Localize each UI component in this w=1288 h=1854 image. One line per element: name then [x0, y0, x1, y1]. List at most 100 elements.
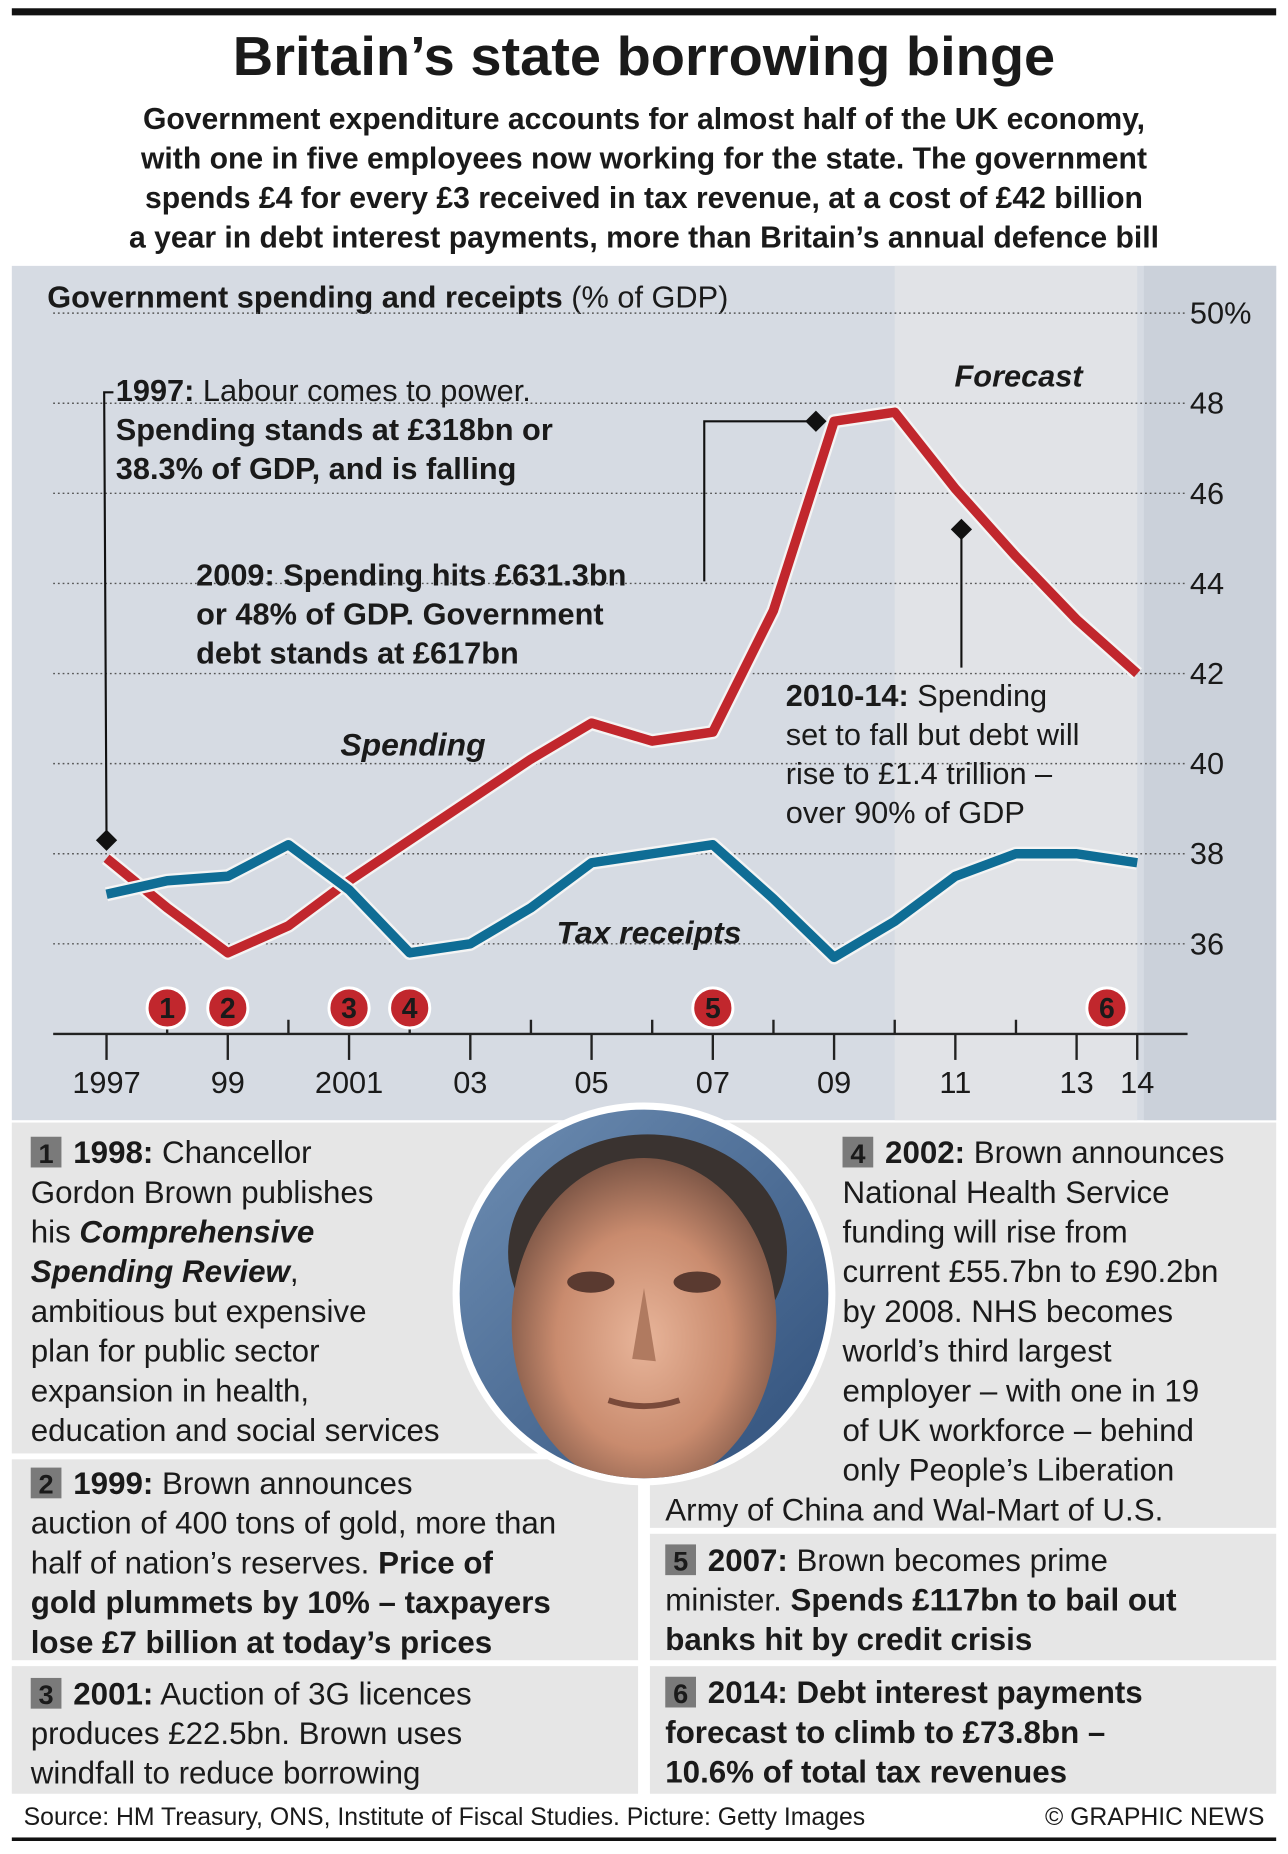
y-tick-label: 36 [1190, 926, 1224, 961]
note-number: 1 [39, 1138, 54, 1169]
event-marker [206, 986, 250, 1030]
note-line: lose £7 billion at today’s prices [31, 1624, 493, 1659]
text-run: Spending stands at £318bn or [116, 411, 553, 446]
subtitle-line: spends £4 for every £3 received in tax r… [145, 182, 1143, 215]
note-line: world’s third largest [842, 1333, 1112, 1368]
chart: Forecast Government spending and receipts… [47, 265, 1251, 1121]
text-run: 2014: Debt interest payments [708, 1675, 1143, 1710]
note-line: Army of China and Wal-Mart of U.S. [665, 1492, 1163, 1527]
y-tick-label: 48 [1190, 386, 1224, 421]
series-label: Spending [340, 726, 485, 762]
top-rule [11, 8, 1277, 16]
note-line: his Comprehensive [31, 1214, 315, 1249]
text-run: lose £7 billion at today’s prices [31, 1624, 493, 1659]
text-run: his [31, 1214, 80, 1249]
text-run: gold plummets by 10% – taxpayers [31, 1585, 551, 1620]
note-number-box [30, 1467, 62, 1499]
text-run: Army of China and Wal-Mart of U.S. [665, 1492, 1163, 1527]
event-label: 6 [1099, 993, 1115, 1025]
forecast-label: Forecast [955, 358, 1085, 393]
annotation-line: debt stands at £617bn [196, 635, 519, 670]
text-run: Chancellor [153, 1135, 311, 1170]
text-run: Brown announces [965, 1135, 1224, 1170]
event-label: 5 [705, 993, 721, 1025]
text-run: by 2008. NHS becomes [843, 1293, 1174, 1328]
text-run: Gordon Brown publishes [31, 1174, 374, 1209]
event-marker [1085, 986, 1129, 1030]
text-run: rise to £1.4 trillion – [786, 755, 1053, 790]
annotation-line: 2010-14: Spending [786, 677, 1047, 712]
note-line: 2007: Brown becomes prime [708, 1542, 1108, 1577]
note-line: 2014: Debt interest payments [708, 1675, 1143, 1710]
text-run: banks hit by credit crisis [665, 1622, 1032, 1657]
text-run: 10.6% of total tax revenues [665, 1754, 1067, 1789]
text-run: Brown announces [153, 1465, 412, 1500]
text-run: , [290, 1254, 299, 1289]
event-label: 4 [402, 993, 418, 1025]
annotation-line: set to fall but debt will [786, 716, 1080, 751]
note-line: forecast to climb to £73.8bn – [665, 1714, 1105, 1749]
y-tick-label: 38 [1190, 836, 1224, 871]
x-tick-label: 09 [817, 1065, 851, 1100]
text-run: 38.3% of GDP, and is falling [116, 450, 517, 485]
note-line: banks hit by credit crisis [665, 1622, 1032, 1657]
x-tick-label: 2001 [315, 1065, 383, 1100]
note-line: 2001: Auction of 3G licences [73, 1676, 471, 1711]
text-run: debt stands at £617bn [196, 635, 519, 670]
event-label: 1 [159, 993, 175, 1025]
text-run: employer – with one in 19 [843, 1373, 1200, 1408]
chart-title: Government spending and receipts (% of G… [47, 279, 728, 314]
annotation-line: 2009: Spending hits £631.3bn [196, 557, 626, 592]
note-number-box [30, 1677, 62, 1709]
text-run: Spending [909, 677, 1047, 712]
text-run: plan for public sector [31, 1333, 320, 1368]
text-run: Spending Review [31, 1254, 293, 1289]
text-run: only People’s Liberation [843, 1452, 1175, 1487]
note-number-box [665, 1676, 696, 1708]
note-line: employer – with one in 19 [843, 1373, 1200, 1408]
y-tick-label: 50% [1190, 296, 1251, 331]
text-run: Labour comes to power. [194, 372, 530, 407]
text-run: Comprehensive [79, 1214, 314, 1249]
x-tick-label: 03 [453, 1065, 487, 1100]
text-run: produces £22.5bn. Brown uses [31, 1715, 462, 1750]
text-run: 1998: [73, 1135, 153, 1170]
note-line: windfall to reduce borrowing [30, 1755, 421, 1790]
text-run: auction of 400 tons of gold, more than [31, 1505, 556, 1540]
note-line: of UK workforce – behind [843, 1413, 1194, 1448]
text-run: minister. [665, 1582, 790, 1617]
subtitle-line: Government expenditure accounts for almo… [143, 103, 1145, 136]
text-run: Auction of 3G licences [153, 1676, 471, 1711]
subtitle-line: with one in five employees now working f… [140, 142, 1147, 175]
note-panel [11, 1459, 639, 1661]
text-run: (% of GDP) [563, 279, 729, 314]
event-marker [691, 986, 735, 1030]
series-line [103, 407, 1141, 958]
note-line: expansion in health, [31, 1373, 309, 1408]
x-tick-label: 1997 [72, 1065, 140, 1100]
credit: © GRAPHIC NEWS [1045, 1804, 1264, 1831]
text-run: 2009: Spending hits £631.3bn [196, 557, 626, 592]
text-run: forecast to climb to £73.8bn – [665, 1714, 1105, 1749]
note-number: 3 [39, 1679, 54, 1710]
note-line: by 2008. NHS becomes [843, 1293, 1174, 1328]
series-label: Tax receipts [557, 914, 742, 950]
text-run: expansion in health, [31, 1373, 309, 1408]
note-line: Spending Review, [31, 1254, 299, 1289]
x-tick-label: 13 [1060, 1065, 1094, 1100]
text-run: 1999: [73, 1465, 153, 1500]
subtitle: Government expenditure accounts for almo… [129, 103, 1159, 255]
note-line: education and social services [31, 1413, 440, 1448]
note-line: 1998: Chancellor [73, 1135, 311, 1170]
note-panel [649, 1666, 1277, 1794]
note-line: ambitious but expensive [31, 1293, 367, 1328]
note-line: produces £22.5bn. Brown uses [31, 1715, 462, 1750]
text-run: current £55.7bn to £90.2bn [843, 1254, 1219, 1289]
note-line: gold plummets by 10% – taxpayers [31, 1585, 551, 1620]
note-line: plan for public sector [31, 1333, 320, 1368]
x-tick-label: 05 [574, 1065, 608, 1100]
note-line: minister. Spends £117bn to bail out [665, 1582, 1177, 1617]
text-run: or 48% of GDP. Government [196, 596, 603, 631]
text-run: Government spending and receipts [47, 279, 563, 314]
text-run: Spends £117bn to bail out [790, 1582, 1177, 1617]
